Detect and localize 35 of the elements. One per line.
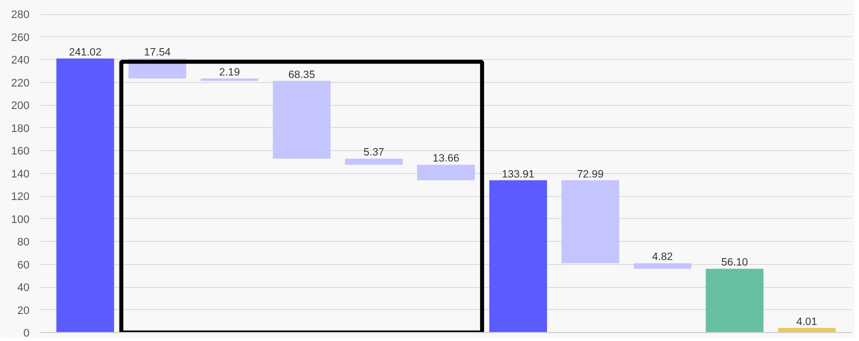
y-tick-label: 200 (11, 100, 30, 112)
y-tick-label: 0 (23, 328, 30, 340)
data-label: 68.35 (288, 68, 316, 81)
y-tick-label: 140 (11, 168, 30, 180)
y-tick-label: 120 (11, 191, 30, 204)
data-label: 2.19 (219, 66, 240, 78)
bar (417, 164, 475, 180)
y-tick-label: 20 (17, 304, 30, 317)
bar (489, 180, 548, 332)
bar (56, 58, 114, 332)
data-label: 241.02 (68, 46, 102, 58)
y-tick-label: 60 (17, 259, 30, 272)
y-tick-label: 100 (11, 214, 30, 226)
data-label: 4.82 (652, 251, 673, 264)
data-label: 5.37 (363, 146, 384, 159)
bar (561, 180, 620, 264)
y-tick-label: 40 (17, 282, 30, 294)
y-tick-label: 180 (11, 122, 30, 135)
data-label: 133.91 (502, 168, 535, 180)
data-label: 17.54 (144, 46, 171, 58)
bar (634, 263, 692, 269)
data-label: 72.99 (576, 168, 604, 180)
data-label: 4.01 (796, 316, 818, 328)
y-tick-label: 260 (11, 32, 30, 44)
y-tick-label: 240 (11, 54, 30, 67)
y-tick-label: 160 (11, 146, 30, 158)
bar (706, 268, 764, 332)
data-label: 13.66 (432, 152, 460, 165)
bar (200, 78, 258, 81)
y-tick-label: 280 (11, 9, 30, 22)
bar (344, 158, 403, 165)
y-tick-label: 80 (17, 236, 30, 249)
y-tick-label: 220 (11, 77, 30, 90)
data-label: 56.10 (721, 256, 748, 269)
bar (272, 80, 331, 159)
